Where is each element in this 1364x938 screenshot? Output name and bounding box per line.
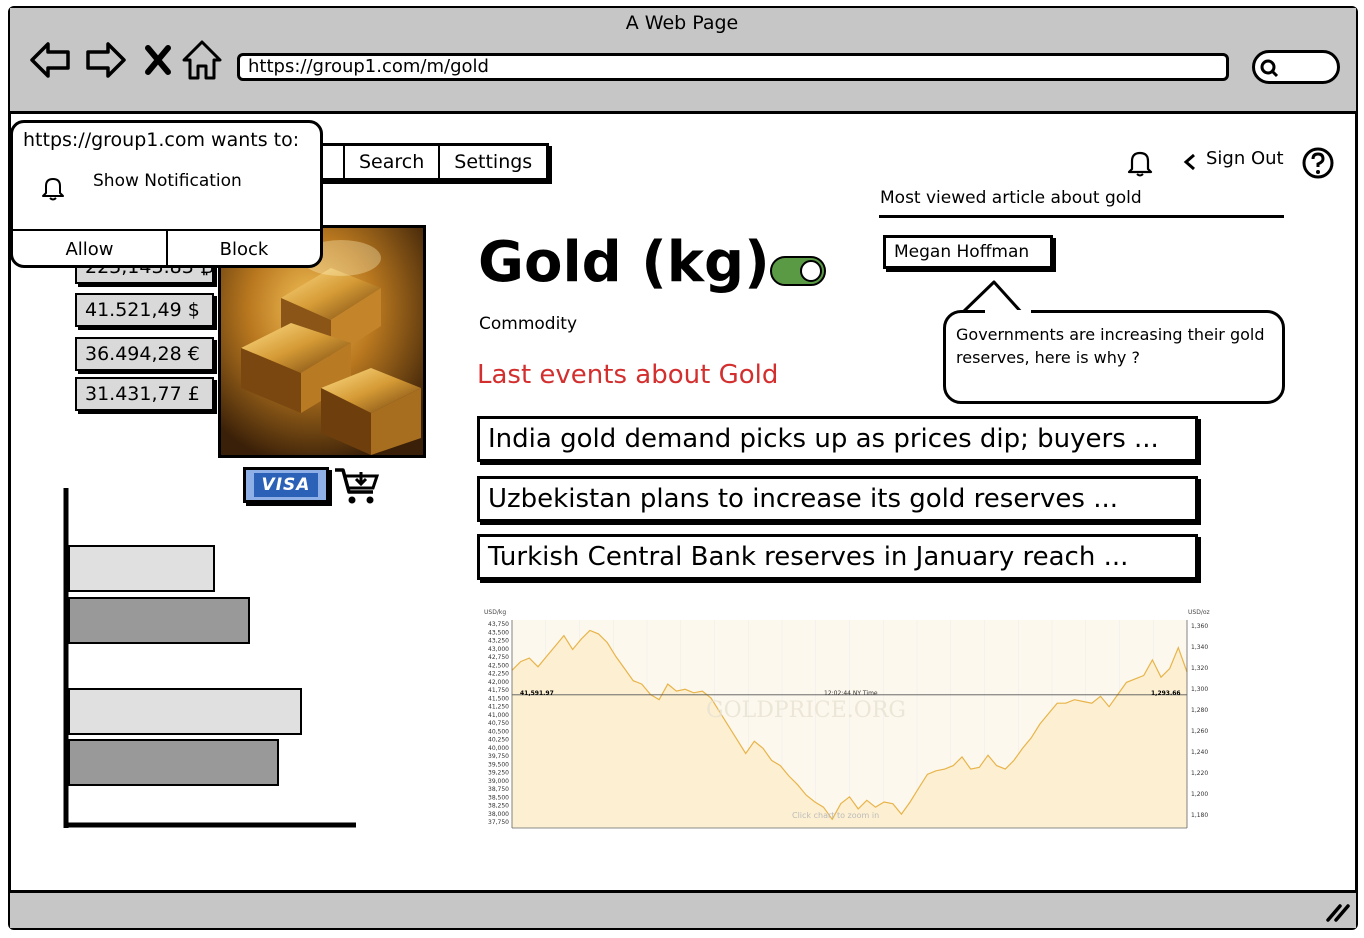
- url-input[interactable]: https://group1.com/m/gold: [237, 53, 1229, 81]
- page-title: Gold (kg): [478, 230, 770, 295]
- toggle-knob: [800, 260, 822, 282]
- chart-left-tick-label: 39,750: [488, 753, 509, 760]
- chart-left-tick-label: 42,250: [488, 671, 509, 678]
- chart-left-tick-label: 40,250: [488, 737, 509, 744]
- chart-zoom-hint: Click chart to zoom in: [792, 811, 879, 820]
- bar-chart-widget: [63, 488, 356, 828]
- bar-widget-bar: [68, 739, 279, 786]
- popup-title: https://group1.com wants to:: [23, 129, 300, 151]
- chart-left-tick-label: 39,000: [488, 778, 509, 785]
- browser-search-input[interactable]: [1252, 50, 1340, 84]
- chart-left-tick-label: 42,500: [488, 662, 509, 669]
- popup-button-divider: [166, 229, 168, 265]
- chart-price-line: [511, 629, 1188, 821]
- toggle-switch[interactable]: [770, 256, 826, 286]
- news-item[interactable]: Uzbekistan plans to increase its gold re…: [477, 476, 1198, 522]
- chart-left-tick-label: 43,500: [488, 629, 509, 636]
- chart-left-tick-label: 40,000: [488, 745, 509, 752]
- block-button[interactable]: Block: [219, 239, 269, 260]
- home-icon[interactable]: [180, 38, 224, 82]
- news-item[interactable]: India gold demand picks up as prices dip…: [477, 416, 1198, 462]
- article-quote: Governments are increasing their gold re…: [956, 325, 1265, 367]
- close-icon[interactable]: [136, 38, 180, 82]
- chart-time-label: 12:02:44 NY Time: [824, 690, 878, 697]
- chevron-left-icon: [1183, 153, 1195, 171]
- chart-left-tick-label: 39,250: [488, 770, 509, 777]
- chart-right-tick-label: 1,220: [1191, 770, 1208, 777]
- bar-widget-bar: [68, 688, 302, 735]
- chart-left-tick-label: 43,250: [488, 638, 509, 645]
- visa-card-icon[interactable]: VISA: [243, 467, 329, 503]
- chart-left-tick-label: 38,750: [488, 786, 509, 793]
- news-item[interactable]: Turkish Central Bank reserves in January…: [477, 534, 1198, 580]
- chart-area-fill: [512, 630, 1187, 828]
- bar-widget-bar: [68, 545, 215, 592]
- bar-widget-bar: [68, 597, 250, 644]
- chart-left-tick-label: 38,250: [488, 803, 509, 810]
- top-menu: Search Settings: [300, 143, 550, 181]
- bell-icon[interactable]: [1127, 149, 1153, 177]
- chart-left-tick-label: 42,000: [488, 679, 509, 686]
- chart-right-tick-label: 1,200: [1191, 791, 1208, 798]
- chart-left-tick-label: 43,000: [488, 646, 509, 653]
- price-usd: 41.521,49 $: [75, 293, 214, 327]
- chart-left-tick-label: 40,500: [488, 728, 509, 735]
- permission-label: Show Notification: [93, 171, 242, 191]
- most-viewed-underline: [879, 215, 1284, 218]
- chart-current-left-label: 41,591.97: [520, 690, 554, 697]
- chart-left-tick-label: 38,500: [488, 794, 509, 801]
- back-icon[interactable]: [28, 38, 72, 82]
- chart-left-tick-label: 41,000: [488, 712, 509, 719]
- menu-item-settings[interactable]: Settings: [438, 146, 546, 178]
- chart-watermark: GOLDPRICE.ORG: [706, 698, 906, 723]
- author-button[interactable]: Megan Hoffman: [883, 235, 1053, 269]
- events-heading: Last events about Gold: [477, 360, 779, 390]
- chart-right-tick-label: 1,240: [1191, 749, 1208, 756]
- chart-right-tick-label: 1,360: [1191, 623, 1208, 630]
- sign-out-link[interactable]: Sign Out: [1206, 148, 1284, 169]
- most-viewed-label: Most viewed article about gold: [880, 188, 1142, 208]
- chart-left-tick-label: 38,000: [488, 811, 509, 818]
- chart-left-tick-label: 41,500: [488, 695, 509, 702]
- menu-item-search[interactable]: Search: [343, 146, 438, 178]
- notification-permission-popup: https://group1.com wants to: Show Notifi…: [10, 120, 323, 268]
- chart-right-tick-label: 1,320: [1191, 665, 1208, 672]
- add-to-cart-icon[interactable]: [333, 466, 381, 506]
- gold-price-chart[interactable]: USD/kg USD/oz GOLDPRICE.ORG 41,591.97 12…: [478, 605, 1220, 845]
- chart-left-tick-label: 37,750: [488, 819, 509, 826]
- chart-left-tick-label: 40,750: [488, 720, 509, 727]
- speech-bubble-tail: [960, 280, 1024, 315]
- resize-handle-icon[interactable]: [1324, 902, 1352, 922]
- chart-left-tick-label: 41,250: [488, 704, 509, 711]
- chart-right-tick-label: 1,340: [1191, 644, 1208, 651]
- chart-left-unit: USD/kg: [484, 609, 506, 616]
- chart-left-tick-label: 43,750: [488, 621, 509, 628]
- chart-left-tick-label: 42,750: [488, 654, 509, 661]
- page-subtitle: Commodity: [479, 314, 578, 334]
- chart-left-tick-label: 39,500: [488, 761, 509, 768]
- chart-right-tick-label: 1,260: [1191, 728, 1208, 735]
- visa-label: VISA: [253, 473, 319, 497]
- bell-icon: [42, 178, 64, 201]
- chart-current-right-label: 1,293.66: [1151, 690, 1181, 697]
- chart-right-tick-label: 1,280: [1191, 707, 1208, 714]
- allow-button[interactable]: Allow: [65, 239, 114, 260]
- chart-right-unit: USD/oz: [1188, 609, 1210, 616]
- price-gbp: 31.431,77 £: [75, 377, 214, 411]
- article-quote-bubble[interactable]: Governments are increasing their gold re…: [943, 310, 1285, 404]
- price-eur: 36.494,28 €: [75, 337, 214, 371]
- bubble-tail-cover: [985, 310, 1031, 316]
- chart-right-tick-label: 1,180: [1191, 812, 1208, 819]
- forward-icon[interactable]: [84, 38, 128, 82]
- browser-status-bar: [10, 890, 1356, 928]
- chart-right-tick-label: 1,300: [1191, 686, 1208, 693]
- window-title: A Web Page: [625, 12, 739, 34]
- help-icon[interactable]: [1301, 146, 1335, 180]
- chart-left-tick-label: 41,750: [488, 687, 509, 694]
- search-icon: [1260, 59, 1279, 78]
